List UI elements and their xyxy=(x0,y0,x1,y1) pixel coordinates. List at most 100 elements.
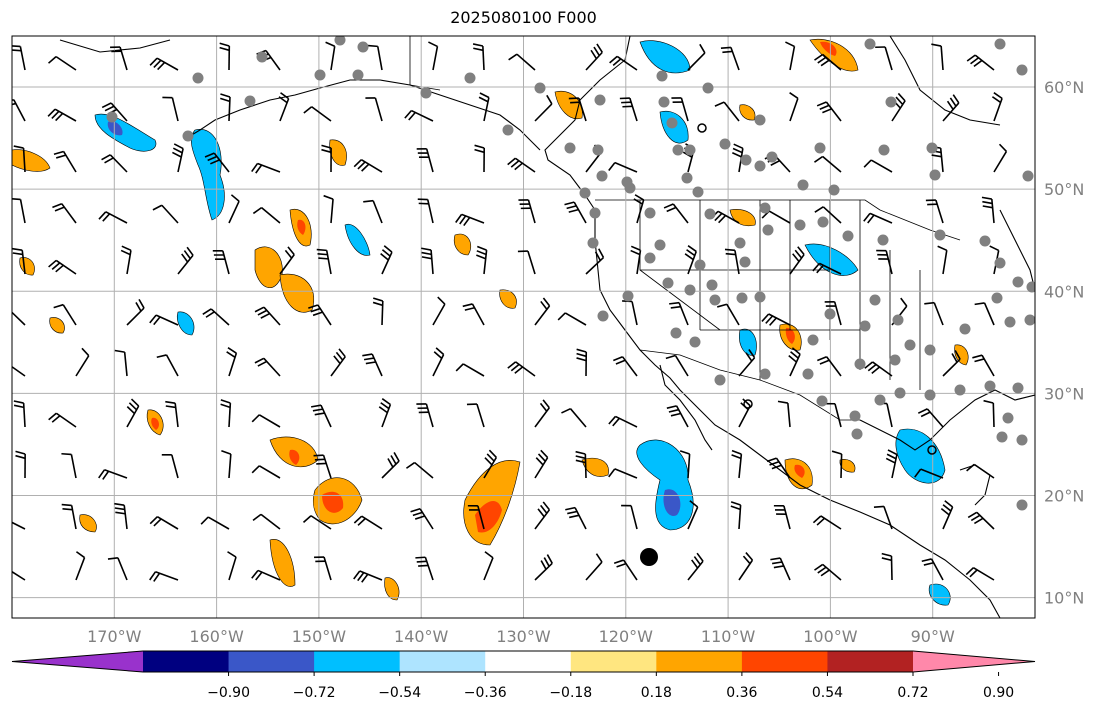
gulf-of-mexico-coast xyxy=(859,389,1035,451)
wind-barb-flag xyxy=(48,56,57,64)
wind-barb-flag xyxy=(13,404,25,409)
positive-anomaly-area xyxy=(384,577,400,601)
station-dot xyxy=(1026,281,1035,293)
wind-barb-flag xyxy=(205,311,215,318)
colorbar-segment xyxy=(827,651,914,672)
wind-barb-flag xyxy=(121,245,132,252)
wind-barb-staff xyxy=(228,556,237,581)
wind-barb-flag xyxy=(172,151,182,158)
wind-barb-flag xyxy=(455,213,463,223)
positive-anomaly-area xyxy=(279,273,314,313)
positive-anomaly-area xyxy=(19,257,35,276)
station-dot xyxy=(762,224,774,236)
longitude-label: 100°W xyxy=(803,627,858,646)
wind-barb-flag xyxy=(973,59,983,68)
wind-barb-flag xyxy=(792,253,800,263)
small-open-circle xyxy=(697,123,707,133)
wind-barb-flag xyxy=(546,94,553,105)
positive-anomaly-area xyxy=(254,246,283,288)
wind-barb-flag xyxy=(204,152,215,158)
wind-barb-flag xyxy=(13,400,24,404)
wind-barb-staff xyxy=(70,454,77,479)
wind-barb-flag xyxy=(207,155,218,162)
wind-barb-flag xyxy=(410,507,421,513)
station-dot xyxy=(934,229,946,241)
wind-barb-flag xyxy=(714,101,725,107)
wind-barb-flag xyxy=(633,198,643,205)
wind-barb-flag xyxy=(52,202,63,209)
wind-barb-staff xyxy=(376,46,383,71)
wind-barb-staff xyxy=(483,557,494,581)
wind-barb-flag xyxy=(254,306,265,313)
wind-barb-staff xyxy=(171,454,179,479)
wind-barb-flag xyxy=(887,449,898,456)
wind-barb-flag xyxy=(415,556,426,559)
wind-barb-flag xyxy=(114,507,125,511)
wind-barb-flag xyxy=(665,354,676,360)
wind-barb-flag xyxy=(974,302,985,306)
wind-barb-flag xyxy=(816,517,826,526)
wind-barb-flag xyxy=(357,161,366,170)
colorbar-tick-label: 0.36 xyxy=(726,685,757,701)
colorbar-tick-label: 0.90 xyxy=(983,685,1014,701)
wind-barb-flag xyxy=(981,196,992,200)
wind-barb-flag xyxy=(308,304,319,309)
colorbar-tick-label: −0.36 xyxy=(464,685,507,701)
wind-barb-flag xyxy=(881,557,892,562)
negative-anomaly-area xyxy=(344,223,371,256)
positive-anomaly-area xyxy=(297,219,306,235)
wind-barb-flag xyxy=(540,560,547,570)
wind-barb-flag xyxy=(361,573,369,583)
wind-barb-flag xyxy=(252,513,262,522)
station-dot xyxy=(106,111,118,123)
wind-barb-flag xyxy=(165,400,176,404)
wind-barb-flag xyxy=(372,297,384,302)
wind-barb-flag xyxy=(630,245,641,251)
wind-barb-flag xyxy=(769,460,780,466)
wind-barb-flag xyxy=(817,566,827,574)
wind-barb-flag xyxy=(153,59,162,69)
wind-barb-flag xyxy=(15,454,26,460)
wind-barb-flag xyxy=(970,57,980,65)
wind-barb-flag xyxy=(408,111,416,121)
longitude-label: 150°W xyxy=(292,627,347,646)
wind-barb-flag xyxy=(873,505,884,509)
wind-barb-flag xyxy=(149,516,158,525)
wind-barb-staff xyxy=(310,515,332,530)
wind-barb-flag xyxy=(777,400,788,404)
wind-barb-flag xyxy=(48,259,57,268)
wind-barb-flag xyxy=(476,245,487,251)
wind-barb-flag xyxy=(12,247,23,251)
negative-anomaly-area xyxy=(190,129,225,221)
wind-barb-flag xyxy=(302,515,312,523)
wind-barb-flag xyxy=(940,508,950,516)
wind-barb-flag xyxy=(790,351,799,359)
wind-barb-flag xyxy=(575,450,586,455)
wind-barb-staff xyxy=(631,301,638,326)
wind-barb-flag xyxy=(221,450,232,455)
wind-barb-flag xyxy=(722,50,733,54)
station-dot xyxy=(929,169,941,181)
station-dot xyxy=(1012,382,1024,394)
wind-barb-flag xyxy=(608,468,616,478)
wind-barb-flag xyxy=(219,42,230,47)
wind-barb-flag xyxy=(227,551,237,558)
wind-barb-flag xyxy=(321,144,332,149)
wind-barb-flag xyxy=(149,314,157,324)
wind-barb-flag xyxy=(0,362,5,368)
wind-barb-flag xyxy=(486,453,495,462)
positive-anomaly-area xyxy=(329,139,347,166)
wind-barb-flag xyxy=(900,297,908,307)
wind-barb-flag xyxy=(773,565,784,569)
east-coast xyxy=(999,209,1035,291)
wind-barb-staff xyxy=(992,402,995,428)
positive-anomaly-area xyxy=(322,491,344,513)
wind-barb-flag xyxy=(720,46,731,50)
wind-barb-flag xyxy=(742,398,751,407)
wind-barb-flag xyxy=(153,572,161,582)
wind-barb-flag xyxy=(361,163,370,172)
wind-barb-flag xyxy=(365,361,376,365)
wind-barb-flag xyxy=(284,249,293,259)
wind-barb-flag xyxy=(476,250,487,256)
state-lines xyxy=(639,200,921,390)
